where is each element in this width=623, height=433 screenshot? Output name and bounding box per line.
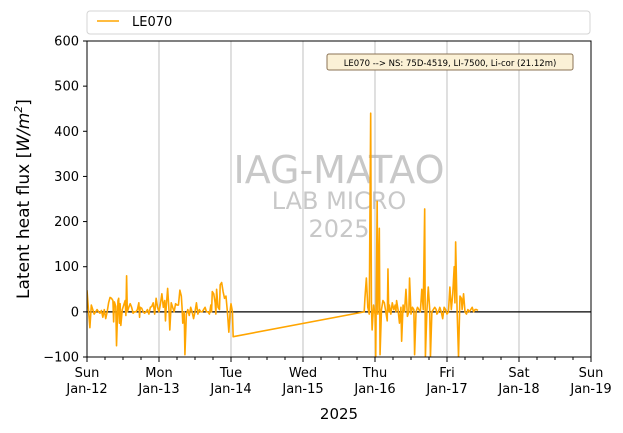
y-label-exponent: 2 <box>12 106 25 113</box>
x-tick-label-day: Thu <box>362 366 387 381</box>
y-label-close: ] <box>14 99 34 106</box>
x-axis-label: 2025 <box>320 405 358 423</box>
x-tick-label-day: Fri <box>439 366 455 381</box>
x-tick-label-day: Sun <box>579 366 604 381</box>
x-tick-label-day: Sun <box>75 366 100 381</box>
y-tick-label: −100 <box>43 351 79 366</box>
y-tick-label: 200 <box>54 215 79 230</box>
legend: LE070 <box>86 10 591 35</box>
x-tick-label-date: Jan-16 <box>353 382 395 397</box>
x-tick-label-day: Tue <box>219 366 242 381</box>
series-line-le070 <box>87 112 479 357</box>
y-tick-label: 600 <box>54 35 79 50</box>
watermark-line2: LAB MICRO <box>272 187 407 215</box>
y-tick-label: 0 <box>71 305 79 320</box>
x-tick-label-date: Jan-17 <box>425 382 467 397</box>
x-tick-label-date: Jan-13 <box>137 382 179 397</box>
legend-label-le070: LE070 <box>132 15 172 30</box>
series-layer <box>87 112 479 357</box>
x-tick-label-date: Jan-14 <box>209 382 251 397</box>
y-label-text: Latent heat flux [ <box>14 152 34 299</box>
watermark-line3: 2025 <box>308 215 369 243</box>
y-tick-label: 100 <box>54 260 79 275</box>
x-tick-label-date: Jan-18 <box>497 382 539 397</box>
legend-box <box>86 10 591 35</box>
y-label-unit: W/m <box>14 113 34 152</box>
annotation-text: LE070 --> NS: 75D-4519, LI-7500, Li-cor … <box>344 59 557 69</box>
y-tick-label: 300 <box>54 170 79 185</box>
annotation-box <box>326 53 574 71</box>
annotation: LE070 --> NS: 75D-4519, LI-7500, Li-cor … <box>326 53 574 71</box>
watermark-line1: IAG-MATAO <box>233 148 444 192</box>
y-axis-label: Latent heat flux [W/m2] <box>12 99 34 299</box>
x-axis: SunJan-12MonJan-13TueJan-14WedJan-15ThuJ… <box>65 357 612 397</box>
y-tick-label: 400 <box>54 125 79 140</box>
x-tick-label-day: Wed <box>289 366 317 381</box>
y-axis: −100 0 100 200 300 400 500 600 <box>43 35 87 366</box>
y-tick-label: 500 <box>54 80 79 95</box>
x-tick-label-day: Mon <box>145 366 172 381</box>
watermark: IAG-MATAO LAB MICRO 2025 <box>233 148 444 243</box>
x-tick-label-date: Jan-15 <box>281 382 323 397</box>
x-tick-label-day: Sat <box>508 366 529 381</box>
x-tick-label-date: Jan-12 <box>65 382 107 397</box>
x-tick-label-date: Jan-19 <box>569 382 611 397</box>
